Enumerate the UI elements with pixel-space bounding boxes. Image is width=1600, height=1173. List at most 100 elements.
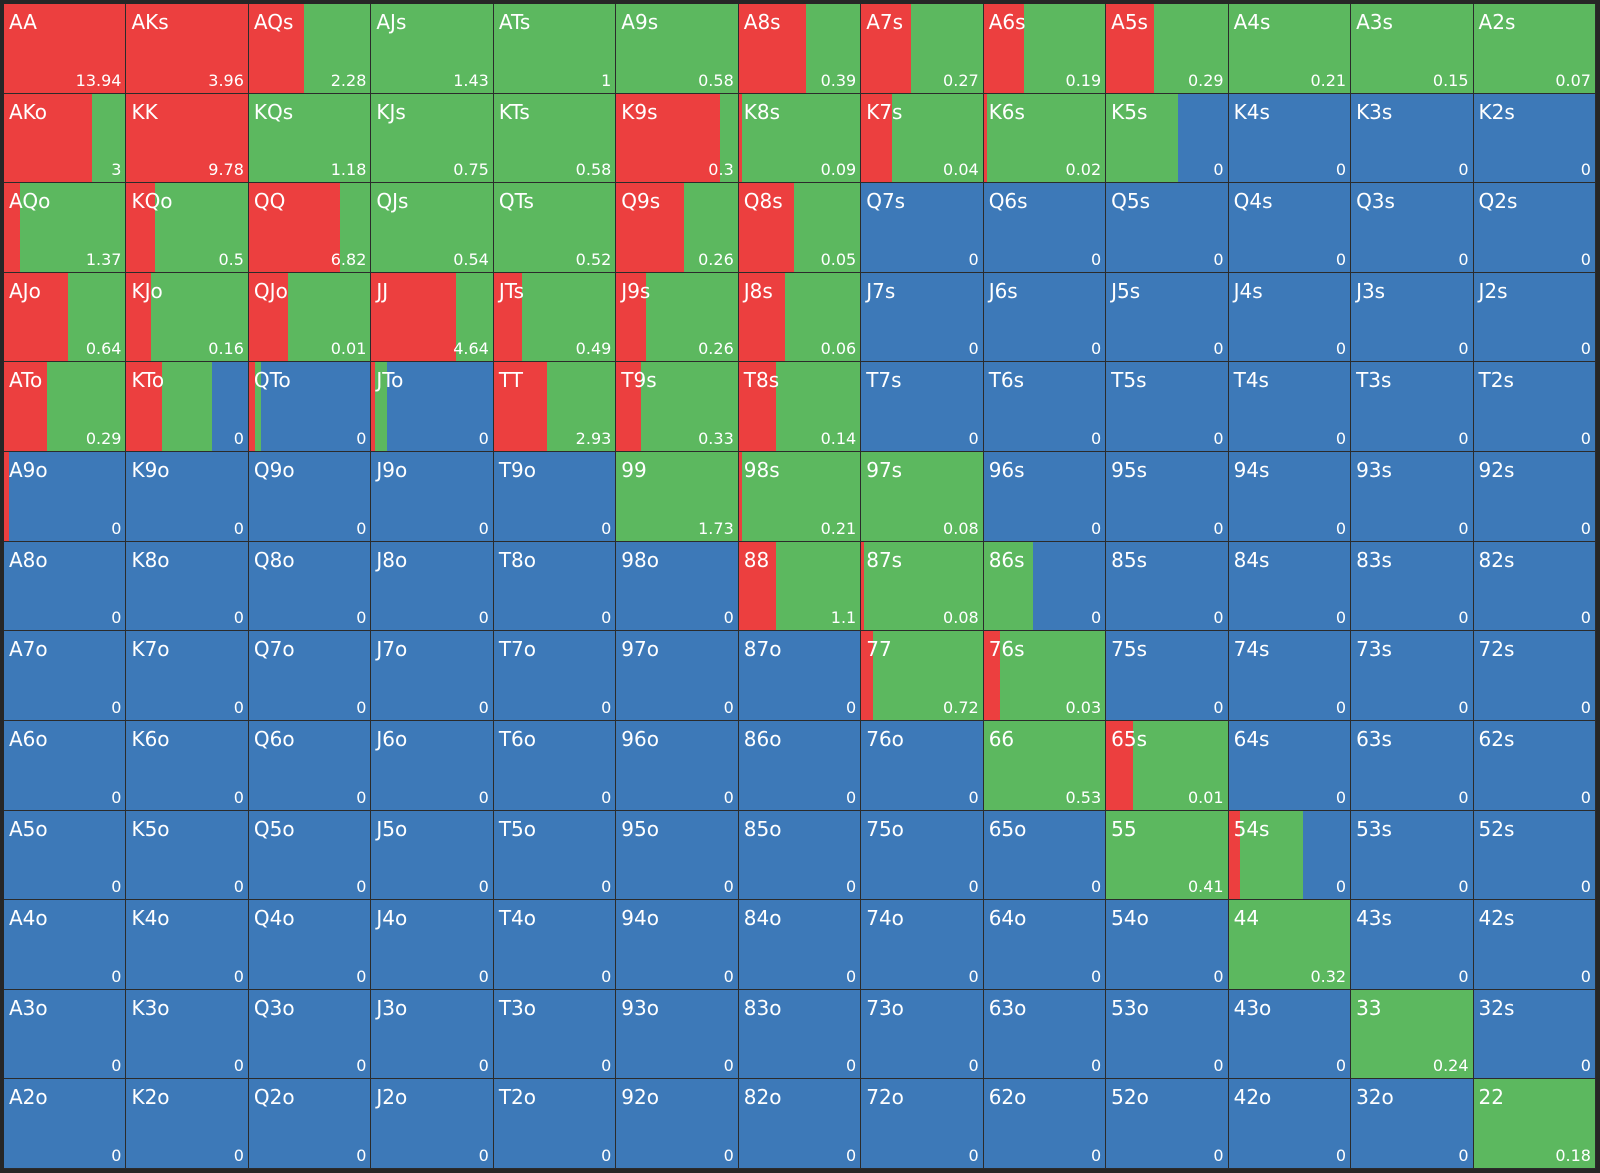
- hand-label: JTo: [376, 368, 404, 393]
- hand-value: 0: [233, 608, 244, 628]
- hand-label: J8s: [743, 278, 773, 303]
- hand-cell: 62o 0: [983, 1079, 1107, 1169]
- hand-cell: 64s 0: [1228, 720, 1352, 811]
- green-segment: [371, 4, 493, 93]
- green-segment: [1106, 810, 1228, 900]
- hand-cell: K7s 0.04: [861, 93, 984, 184]
- red-segment: [4, 183, 20, 272]
- hand-cell: Q2o 0: [248, 1079, 372, 1169]
- hand-label: KJo: [131, 278, 163, 303]
- hand-label: Q2o: [253, 1085, 295, 1110]
- hand-label: 93o: [621, 995, 659, 1020]
- hand-cell: KJs 0.75: [371, 93, 494, 184]
- hand-value: 0: [601, 877, 612, 897]
- hand-value: 0: [1458, 787, 1469, 807]
- hand-label: 84s: [1233, 547, 1270, 572]
- hand-label: 32s: [1478, 995, 1515, 1020]
- hand-cell: 82o 0: [738, 1079, 862, 1169]
- hand-label: K4o: [131, 906, 170, 931]
- red-segment: [248, 272, 289, 362]
- hand-cell: K3s 0: [1351, 93, 1474, 184]
- hand-label: QJs: [376, 189, 409, 214]
- hand-label: T3s: [1356, 368, 1392, 393]
- hand-value: 0.08: [943, 518, 979, 538]
- hand-label: Q6s: [988, 189, 1028, 214]
- hand-cell: QQ 6.82: [248, 183, 372, 273]
- hand-cell: 64o 0: [983, 900, 1107, 990]
- hand-label: 94s: [1233, 458, 1270, 483]
- hand-value: 0: [968, 1056, 979, 1076]
- red-segment: [861, 541, 864, 631]
- hand-value: 1: [601, 70, 612, 90]
- hand-value: 0.24: [1432, 1056, 1469, 1076]
- green-segment: [1106, 93, 1179, 183]
- hand-value: 0: [1213, 966, 1224, 986]
- hand-value: 0.01: [1187, 787, 1224, 807]
- hand-cell: J5s 0: [1106, 272, 1229, 363]
- hand-cell: K5o 0: [126, 810, 249, 901]
- hand-value: 1.37: [85, 249, 122, 269]
- hand-label: ATs: [498, 10, 531, 34]
- hand-label: J6o: [376, 726, 408, 751]
- hand-label: A8s: [743, 10, 781, 34]
- red-segment: [616, 272, 646, 362]
- green-segment: [742, 93, 861, 183]
- hand-value: 0.29: [1187, 70, 1224, 90]
- hand-value: 0: [968, 429, 979, 449]
- hand-value: 0: [1580, 518, 1591, 538]
- hand-value: 0: [968, 787, 979, 807]
- hand-value: 0: [356, 966, 367, 986]
- red-segment: [861, 4, 912, 93]
- hand-label: 75o: [866, 816, 904, 841]
- hand-cell: 86o 0: [738, 720, 862, 811]
- hand-label: QQ: [253, 189, 286, 214]
- hand-value: 0.5: [218, 249, 244, 269]
- hand-value: 0: [846, 966, 857, 986]
- hand-cell: T3s 0: [1351, 362, 1474, 453]
- hand-label: A9s: [621, 10, 659, 34]
- green-segment: [288, 272, 371, 362]
- green-segment: [1239, 810, 1304, 900]
- hand-cell: 97o 0: [616, 631, 739, 721]
- hand-cell: KTs 0.58: [493, 93, 617, 184]
- green-segment: [522, 272, 616, 362]
- hand-value: 0: [1213, 249, 1224, 269]
- hand-label: 82s: [1478, 547, 1515, 572]
- red-segment: [738, 183, 794, 272]
- hand-label: J8o: [376, 547, 408, 572]
- green-segment: [720, 93, 738, 183]
- hand-cell: JTo 0: [371, 362, 494, 453]
- hand-value: 0: [1335, 429, 1347, 449]
- hand-cell: J8s 0.06: [738, 272, 862, 363]
- hand-label: KTs: [498, 99, 530, 124]
- hand-label: 94o: [621, 906, 659, 931]
- green-segment: [248, 93, 371, 183]
- green-segment: [742, 452, 861, 541]
- hand-label: 62o: [988, 1085, 1027, 1110]
- hand-label: 88: [743, 547, 770, 572]
- hand-value: 0.18: [1555, 1145, 1591, 1165]
- hand-value: 0.49: [575, 339, 612, 359]
- hand-value: 0: [601, 1056, 612, 1076]
- hand-cell: K9o 0: [126, 452, 249, 542]
- hand-cell: AKo 3: [4, 93, 127, 184]
- hand-cell: T4o 0: [493, 900, 617, 990]
- hand-label: 52s: [1478, 816, 1515, 841]
- green-segment: [645, 272, 738, 362]
- hand-cell: J6o 0: [371, 720, 494, 811]
- hand-cell: Q8s 0.05: [738, 183, 862, 273]
- hand-label: T8o: [498, 547, 537, 572]
- hand-cell: A9o 0: [4, 452, 127, 542]
- hand-label: 42s: [1478, 906, 1515, 931]
- hand-cell: KTo 0: [126, 362, 249, 453]
- hand-cell: J8o 0: [371, 541, 494, 632]
- hand-value: 0.32: [1310, 966, 1347, 986]
- hand-label: A2s: [1478, 10, 1516, 34]
- red-segment: [861, 631, 874, 720]
- hand-cell: K6o 0: [126, 720, 249, 811]
- hand-value: 0: [968, 249, 979, 269]
- hand-label: K2o: [131, 1085, 170, 1110]
- hand-label: T3o: [498, 995, 537, 1020]
- green-segment: [493, 4, 616, 93]
- hand-value: 2.28: [330, 70, 367, 90]
